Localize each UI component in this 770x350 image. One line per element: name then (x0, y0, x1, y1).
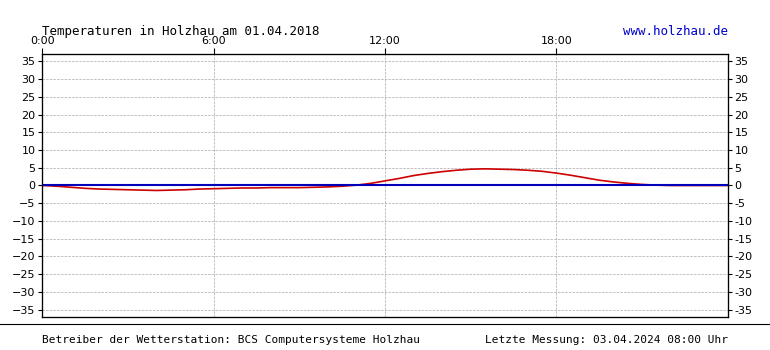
Text: Temperaturen in Holzhau am 01.04.2018: Temperaturen in Holzhau am 01.04.2018 (42, 25, 320, 38)
Text: Betreiber der Wetterstation: BCS Computersysteme Holzhau: Betreiber der Wetterstation: BCS Compute… (42, 335, 420, 345)
Text: www.holzhau.de: www.holzhau.de (623, 25, 728, 38)
Text: Letzte Messung: 03.04.2024 08:00 Uhr: Letzte Messung: 03.04.2024 08:00 Uhr (484, 335, 728, 345)
